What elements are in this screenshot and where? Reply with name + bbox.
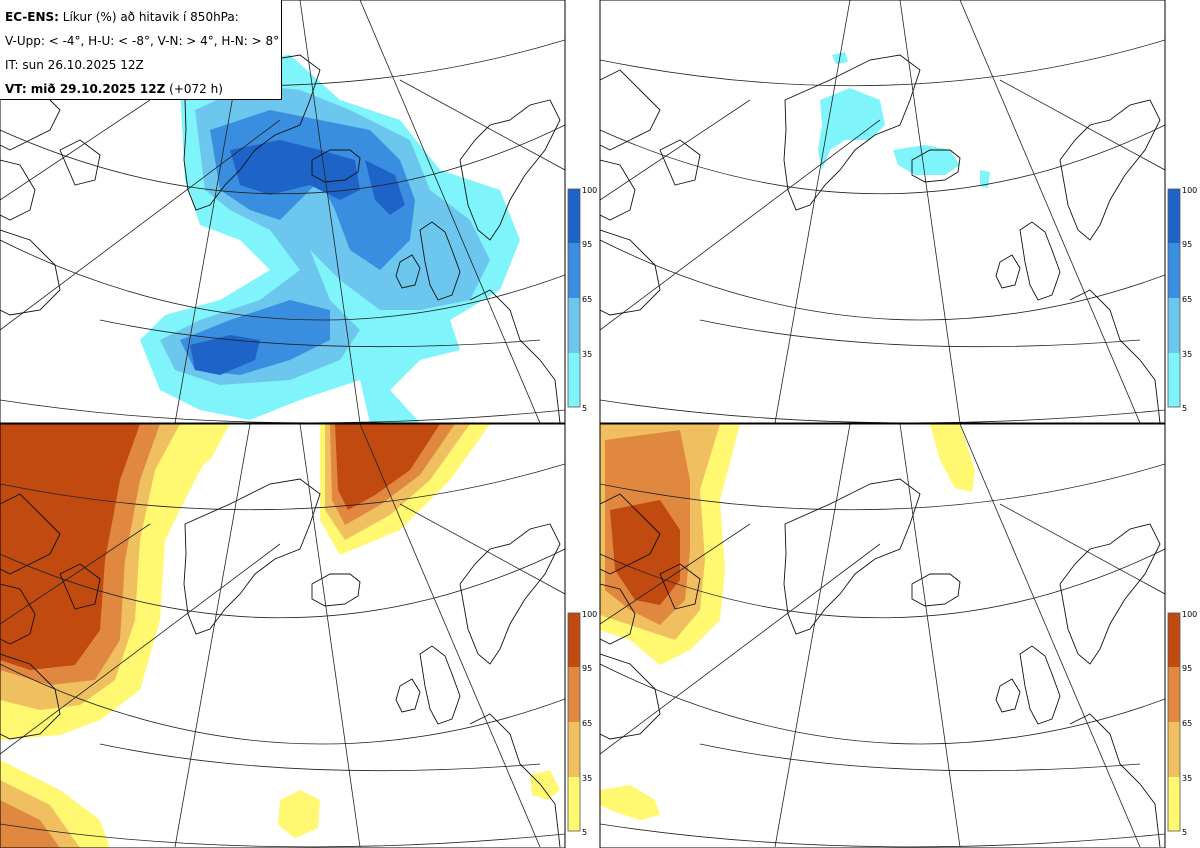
header-line-title: EC-ENS: Líkur (%) að hitavik í 850hPa:	[5, 5, 276, 29]
model-name: EC-ENS:	[5, 10, 59, 24]
initial-time: IT: sun 26.10.2025 12Z	[5, 58, 144, 72]
tick-35: 35	[1182, 774, 1192, 783]
lead-time: (+072 h)	[169, 82, 223, 96]
panel-cold-4	[0, 0, 565, 423]
tick-100: 100	[1182, 610, 1197, 619]
tick-95: 95	[582, 240, 592, 249]
tick-95: 95	[582, 664, 592, 673]
tick-65: 65	[582, 719, 592, 728]
tick-65: 65	[582, 295, 592, 304]
cold-extreme-prob-field	[818, 52, 990, 188]
tick-100: 100	[582, 610, 597, 619]
header-line-valid: VT: mið 29.10.2025 12Z (+072 h)	[5, 77, 276, 101]
cold-prob-field	[140, 55, 520, 423]
colorbar-warm-left: 100 95 65 35 5	[567, 610, 597, 837]
warm-prob-field	[0, 424, 560, 848]
product-title: Líkur (%) að hitavik í 850hPa:	[62, 10, 239, 24]
tick-5: 5	[582, 404, 587, 413]
valid-time: VT: mið 29.10.2025 12Z	[5, 82, 166, 96]
colorbar-cold-left: 100 95 65 35 5	[567, 186, 597, 413]
panel-cold-8	[600, 0, 1165, 423]
tick-100: 100	[1182, 186, 1197, 195]
panel-warm-8	[600, 424, 1165, 848]
tick-65: 65	[1182, 719, 1192, 728]
tick-35: 35	[582, 774, 592, 783]
panel-warm-4	[0, 424, 565, 848]
colorbar-cold-right: 100 95 65 35 5	[1167, 186, 1197, 413]
tick-65: 65	[1182, 295, 1192, 304]
tick-35: 35	[582, 350, 592, 359]
threshold-definitions: V-Upp: < -4°, H-U: < -8°, V-N: > 4°, H-N…	[5, 34, 280, 48]
tick-5: 5	[1182, 828, 1187, 837]
tick-95: 95	[1182, 664, 1192, 673]
tick-35: 35	[1182, 350, 1192, 359]
warm-extreme-prob-field	[600, 424, 975, 820]
tick-100: 100	[582, 186, 597, 195]
tick-5: 5	[1182, 404, 1187, 413]
tick-5: 5	[582, 828, 587, 837]
legend-header: EC-ENS: Líkur (%) að hitavik í 850hPa: V…	[0, 0, 282, 100]
tick-95: 95	[1182, 240, 1192, 249]
colorbar-warm-right: 100 95 65 35 5	[1167, 610, 1197, 837]
